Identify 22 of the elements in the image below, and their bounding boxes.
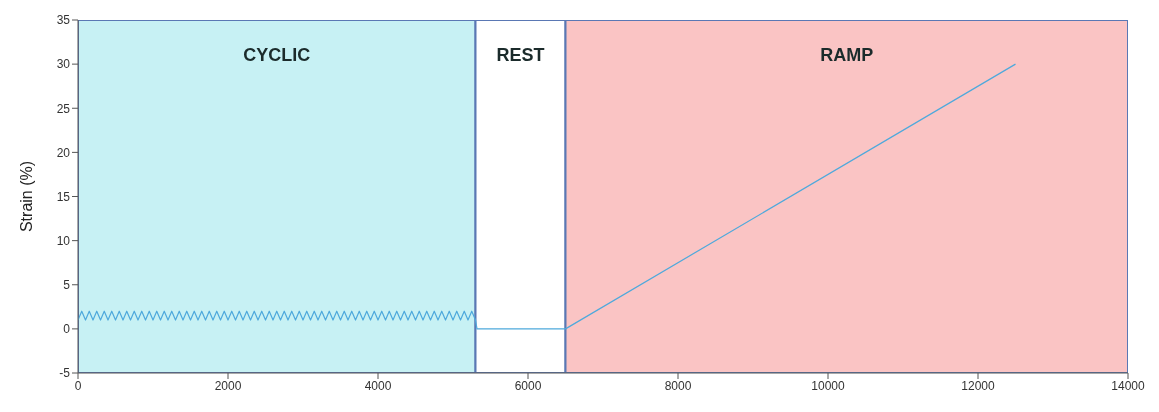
y-axis-title: Strain (%) — [17, 160, 35, 233]
x-tick-label: 2000 — [214, 378, 242, 393]
band-label: REST — [496, 44, 545, 65]
y-tick-label: 25 — [56, 101, 71, 116]
y-tick-label: 0 — [63, 322, 71, 337]
line-series — [78, 63, 1017, 330]
y-tick-label: 5 — [63, 278, 71, 293]
band-label: RAMP — [820, 44, 874, 65]
y-tick-label: 30 — [56, 57, 71, 72]
y-tick-label: 10 — [56, 233, 71, 248]
band-label: CYCLIC — [243, 44, 311, 65]
y-tick-label: 35 — [56, 13, 71, 28]
y-tick-label: -5 — [59, 366, 71, 381]
x-tick-label: 12000 — [961, 378, 996, 393]
x-tick-label: 10000 — [811, 378, 846, 393]
x-tick-label: 14000 — [1111, 378, 1146, 393]
x-tick-label: 8000 — [664, 378, 692, 393]
x-tick-label: 0 — [74, 378, 82, 393]
y-tick-label: 15 — [56, 189, 71, 204]
y-tick-label: 20 — [56, 145, 71, 160]
x-tick-label: 4000 — [364, 378, 392, 393]
x-tick-label: 6000 — [514, 378, 542, 393]
